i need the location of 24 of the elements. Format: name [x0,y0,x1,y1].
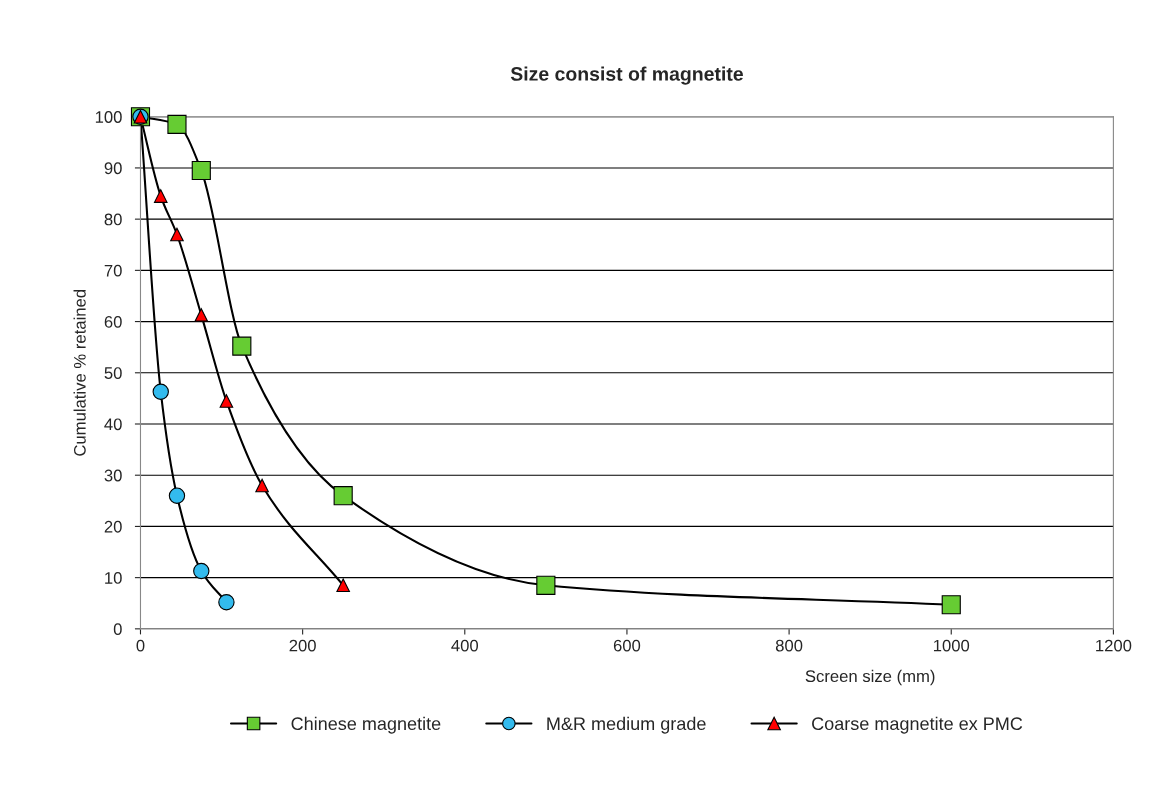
y-tick-label: 30 [104,469,122,482]
x-tick-label: 1000 [933,639,970,652]
y-tick-label: 50 [104,367,122,379]
x-axis-title: Screen size (mm) [805,669,935,686]
chart-title: Size consist of magnetite [510,66,743,85]
y-tick-label: 0 [113,623,122,636]
x-tick-label: 600 [613,639,641,652]
x-tick-label: 400 [451,639,479,652]
y-tick-label: 100 [95,111,122,123]
y-axis-title: Cumulative % retained [73,290,86,456]
y-tick-label: 80 [104,213,122,226]
y-tick-label: 70 [104,264,122,277]
y-tick-label: 60 [104,315,122,328]
legend-label: Chinese magnetite [291,716,441,734]
legend-label: M&R medium grade [547,716,706,734]
y-tick-label: 90 [104,162,122,175]
x-tick-label: 800 [775,639,803,652]
y-tick-label: 20 [104,520,122,533]
legend-label: Coarse magnetite ex PMC [812,716,1023,734]
y-tick-label: 40 [104,418,122,431]
y-tick-label: 10 [105,572,122,584]
x-tick-label: 200 [289,639,316,652]
x-tick-label: 1200 [1096,639,1132,652]
x-tick-label: 0 [136,639,145,652]
